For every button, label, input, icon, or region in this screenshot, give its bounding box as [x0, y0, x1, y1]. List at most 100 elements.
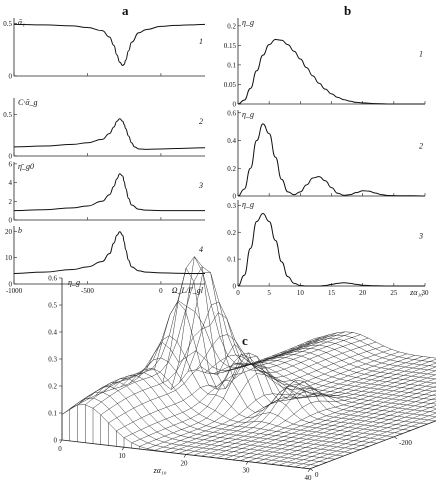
surface-line-along-omega — [92, 266, 346, 409]
b2-y-tick-label: 0 — [233, 193, 237, 201]
b1-y-tick-label: 0.2 — [227, 22, 236, 30]
a3-y-tick-label: 2 — [9, 198, 13, 206]
surface-line-along-omega — [278, 405, 436, 466]
b1-y-label: η_g — [242, 18, 254, 27]
surface-line-along-omega — [185, 358, 436, 455]
a-x-tick-label: 0 — [159, 287, 163, 295]
surface-line-along-omega — [209, 370, 436, 458]
c-omega-tick — [309, 468, 314, 472]
c-eta-tick-label: 0 — [54, 437, 58, 445]
c-z-tick — [183, 454, 187, 458]
c-z-tick — [59, 439, 63, 444]
b3-y-tick-label: 0.3 — [227, 202, 236, 210]
b2-y-tick-label: 0.2 — [227, 165, 236, 173]
panel-letter-a: a — [122, 3, 129, 18]
c-eta-tick-label: 0.6 — [48, 275, 57, 283]
panel-letter-c: c — [242, 333, 248, 348]
c-z-tick-label: 40 — [305, 474, 313, 482]
c-z-tick-label: 30 — [243, 467, 251, 475]
a2-y-label: C·ᾱ_g — [18, 98, 38, 107]
a4-series-line — [13, 231, 205, 274]
b3-y-tick-label: 0.1 — [227, 256, 236, 264]
b1-series-line — [237, 38, 425, 105]
surface-line-along-omega — [108, 334, 361, 424]
surface-line-along-omega — [123, 341, 377, 438]
c-eta-tick-label: 0.5 — [48, 302, 57, 310]
b-x-tick-label: 30 — [422, 289, 430, 297]
surface-line-along-z — [170, 255, 420, 428]
b2-y-tick-label: 0.6 — [227, 109, 236, 117]
b1-y-tick-label: 0.1 — [227, 61, 236, 69]
a3-curve-number: 3 — [198, 181, 203, 190]
a-x-label: Ω_L/Γ_gl — [172, 286, 204, 295]
a2-y-tick-label: 0 — [9, 153, 13, 161]
a2-y-tick-label: 0.5 — [3, 111, 12, 119]
surface-line-along-omega — [255, 393, 436, 463]
b-x-tick-label: 0 — [236, 289, 240, 297]
surface-line-along-omega — [85, 256, 338, 405]
b3-y-tick-label: 0 — [233, 283, 237, 291]
c-omega-tick — [393, 436, 398, 440]
b3-series-line — [237, 212, 425, 287]
b-x-tick-label: 20 — [359, 289, 367, 297]
surface-line-along-omega — [116, 337, 369, 432]
a3-y-label: η̄_g0 — [18, 162, 34, 171]
b-x-tick-label: 5 — [267, 289, 271, 297]
b1-y-tick-label: 0.05 — [224, 81, 237, 89]
surface-line-along-omega — [294, 412, 436, 468]
surface-line-along-omega — [61, 338, 315, 415]
a4-curve-number: 4 — [199, 245, 203, 254]
b1-y-tick-label: 0 — [233, 101, 237, 109]
panel-c: 0 0.1 0.2 0.3 0.4 0.5 0.6 η_g 0 10 20 30 40 zα₁₀ 0 -200… — [48, 255, 436, 482]
a3-y-tick-label: 6 — [9, 160, 13, 168]
c-z-label: zα₁₀ — [153, 466, 167, 475]
surface-line-along-omega — [240, 385, 436, 461]
a4-y-tick-label: 0 — [9, 281, 13, 289]
a1-y-tick-label: 0.5 — [3, 20, 12, 28]
surface-line-along-omega — [178, 357, 431, 454]
a4-y-tick-label: 10 — [5, 254, 13, 262]
a-x-tick-label: -1000 — [6, 287, 23, 295]
surface-line-along-omega — [271, 401, 436, 465]
c-eta-tick-label: 0.1 — [48, 410, 57, 418]
b-x-tick-label: 10 — [297, 289, 305, 297]
a2-curve-number: 2 — [199, 117, 203, 126]
surface-line-along-z — [154, 301, 403, 434]
c-omega-tick-label: 0 — [315, 471, 319, 479]
b3-y-label: η_g — [242, 200, 254, 209]
surface-line-along-z — [95, 381, 344, 457]
c-z-tick-label: 10 — [119, 452, 127, 460]
a4-y-tick-label: 20 — [5, 228, 13, 236]
surface-line-along-omega — [302, 416, 436, 469]
surface-line-along-omega — [286, 408, 436, 467]
surface-line-along-omega — [232, 382, 436, 461]
b1-curve-number: 1 — [419, 50, 423, 59]
surface-line-along-z — [313, 331, 436, 359]
surface-line-along-omega — [247, 389, 436, 462]
b2-y-tick-label: 0.4 — [227, 137, 236, 145]
b-x-tick-label: 25 — [390, 289, 398, 297]
a2-series-line — [13, 118, 206, 150]
b3-curve-number: 3 — [418, 232, 423, 241]
surface-line-along-omega — [263, 397, 436, 464]
a3-y-tick-label: 4 — [9, 179, 13, 187]
b-x-label: zα₁₀ — [409, 288, 423, 297]
c-eta-tick-label: 0.3 — [48, 356, 57, 364]
surface-line-along-omega — [154, 353, 408, 451]
b2-y-label: η_g — [242, 110, 254, 119]
c-z-tick-label: 20 — [181, 459, 189, 467]
surface-line-along-omega — [193, 362, 436, 456]
a1-curve-number: 1 — [199, 37, 203, 46]
a-x-tick-label: -500 — [81, 287, 94, 295]
surface-line-along-omega — [77, 300, 330, 406]
a1-y-label: ᾱ₁ — [18, 18, 25, 27]
c-omega-axis — [309, 420, 436, 470]
a3-series-line — [13, 173, 205, 212]
surface-line-along-omega — [69, 336, 322, 409]
surface-line-along-z — [112, 375, 361, 450]
surface-line-along-omega — [216, 374, 436, 459]
c-eta-tick-label: 0.2 — [48, 383, 57, 391]
